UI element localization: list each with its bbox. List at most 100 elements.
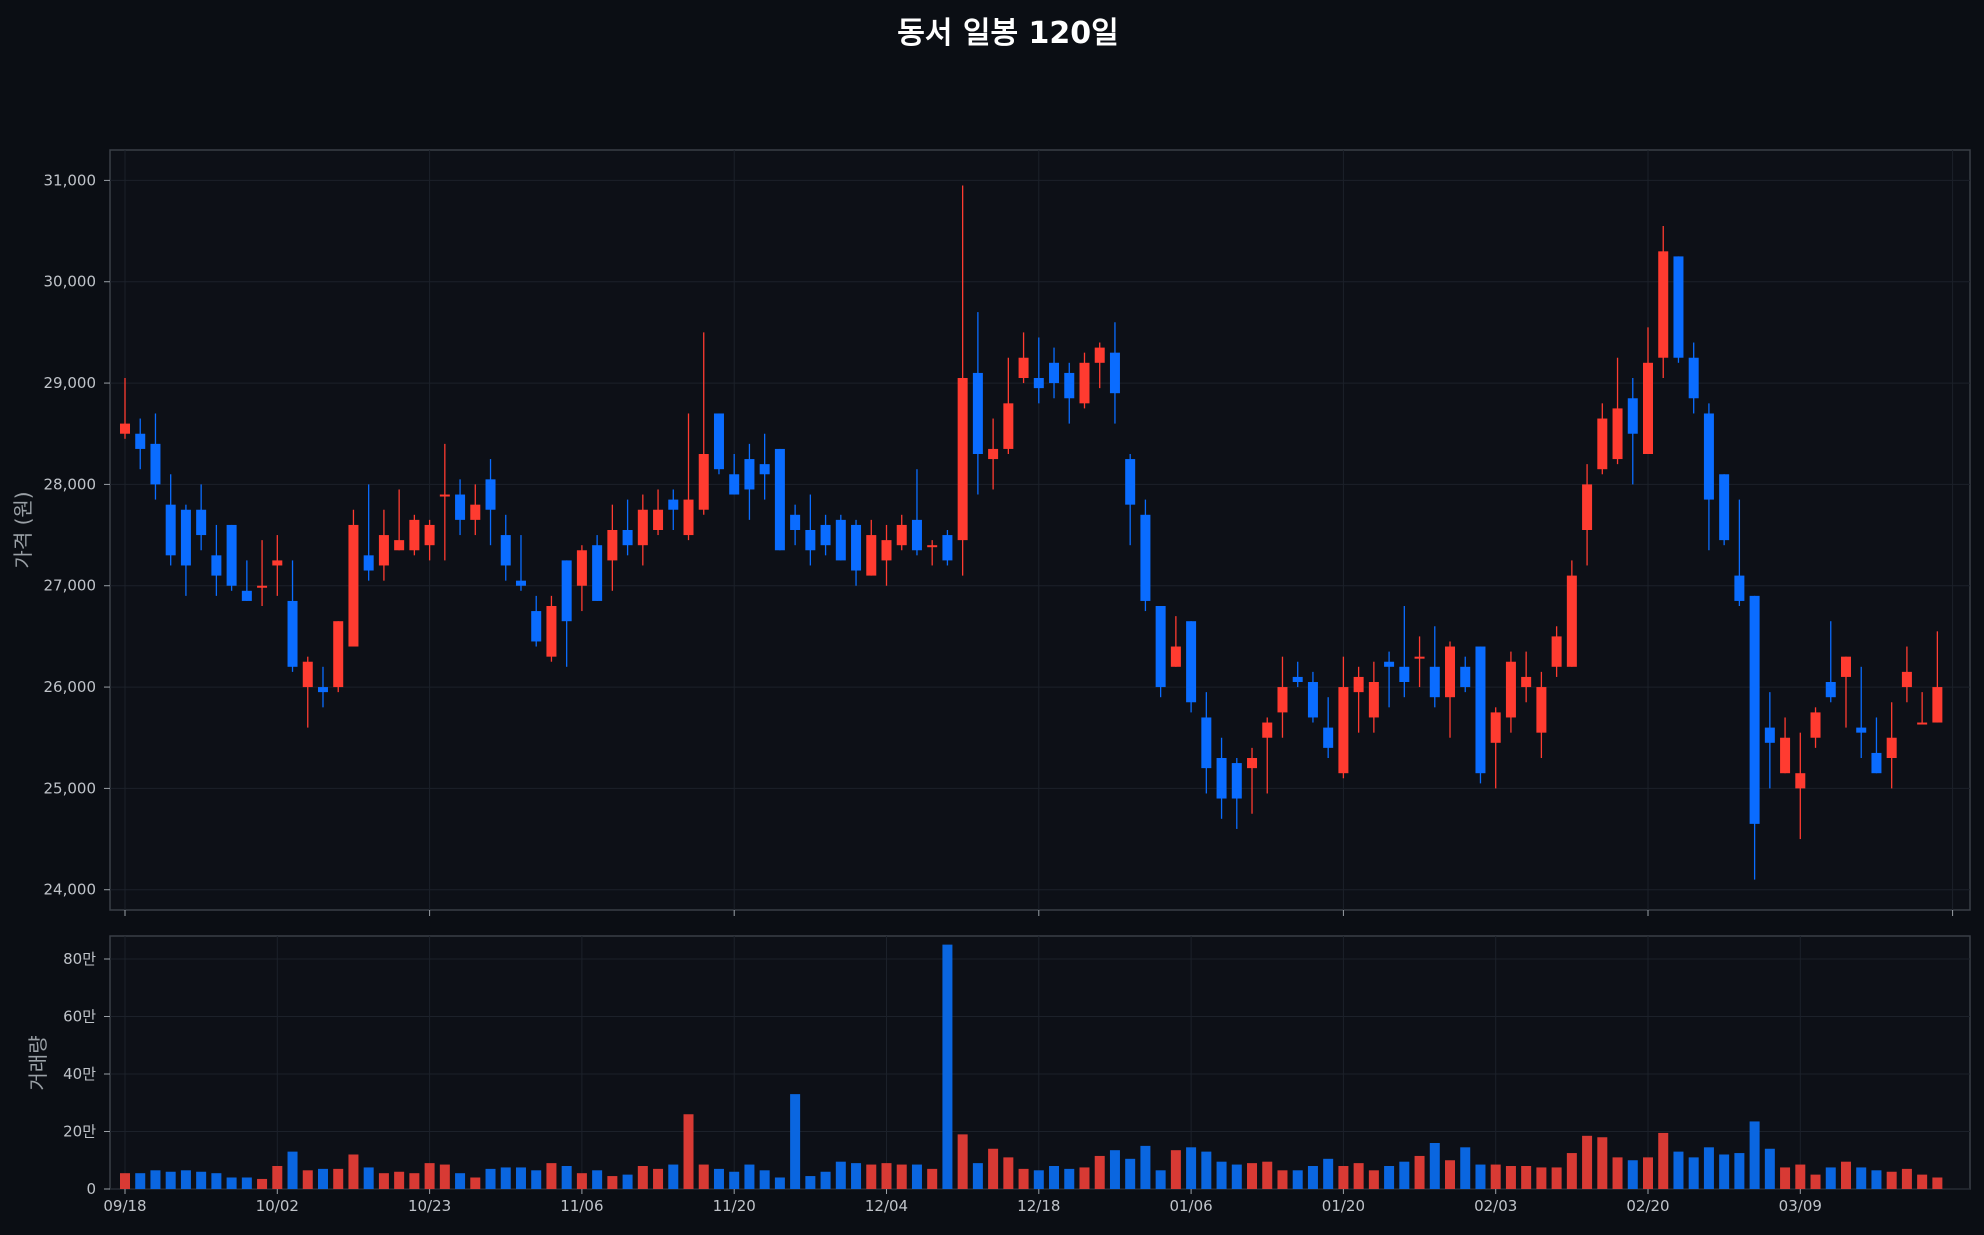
volume-bar: [866, 1164, 877, 1189]
volume-bar: [1505, 1166, 1516, 1189]
volume-bar: [1323, 1158, 1334, 1189]
candle-body: [668, 499, 679, 510]
candle-body: [1612, 408, 1623, 460]
candle-body: [120, 423, 130, 434]
volume-bar: [1079, 1167, 1090, 1189]
candle-body: [165, 504, 176, 556]
candle-body: [729, 474, 740, 495]
candle-body: [515, 580, 526, 586]
candle-body: [1231, 763, 1242, 799]
candle-body: [1307, 682, 1318, 718]
candle-body: [1399, 666, 1410, 682]
candle-body: [1780, 737, 1791, 774]
volume-bar: [1140, 1145, 1151, 1189]
volume-bar: [1917, 1174, 1928, 1189]
volume-bar: [485, 1168, 496, 1189]
volume-bar: [988, 1148, 999, 1189]
volume-bar: [820, 1171, 831, 1189]
volume-bar: [363, 1167, 374, 1189]
volume-bar: [211, 1173, 222, 1189]
candle-body: [1521, 676, 1532, 688]
volume-bar: [1764, 1148, 1775, 1189]
candle-body: [394, 540, 405, 551]
candle-body: [1901, 671, 1912, 688]
candle-body: [1658, 251, 1669, 358]
volume-bar: [1643, 1157, 1653, 1189]
x-tick-label: 09/18: [103, 1197, 146, 1215]
candle-body: [1003, 403, 1014, 449]
volume-bar: [881, 1163, 892, 1189]
candle-body: [363, 555, 374, 571]
x-tick-label: 10/02: [256, 1197, 299, 1215]
candle-body: [378, 535, 389, 566]
candle-body: [226, 524, 237, 586]
candle-body: [713, 413, 724, 470]
candle-body: [1460, 666, 1471, 688]
candle-body: [1673, 256, 1684, 358]
volume-y-tick-label: 60만: [63, 1008, 96, 1026]
x-tick-label: 11/06: [560, 1197, 603, 1215]
volume-bar: [180, 1170, 191, 1189]
candle-body: [561, 560, 572, 622]
volume-bar: [1719, 1154, 1730, 1189]
volume-bar: [1582, 1135, 1593, 1189]
volume-bar: [1262, 1161, 1273, 1189]
volume-bar: [1703, 1147, 1714, 1189]
volume-bar: [1003, 1157, 1014, 1189]
candle-body: [957, 378, 968, 541]
axis-ticks: 24,000 25,000 26,000 27,000 28,000 29,000 30,0…: [44, 171, 1954, 1215]
candle-body: [607, 530, 618, 561]
candle-body: [896, 524, 907, 546]
x-tick-label: 10/23: [408, 1197, 451, 1215]
volume-bar: [272, 1166, 283, 1189]
candle-body: [1749, 595, 1760, 824]
candle-body: [1064, 372, 1075, 399]
volume-bar: [759, 1170, 770, 1189]
candle-body: [1703, 413, 1714, 500]
candle-body: [1292, 676, 1303, 682]
volume-bar: [1247, 1163, 1258, 1189]
volume-bar: [911, 1164, 922, 1189]
volume-bar: [790, 1094, 801, 1189]
candle-body: [790, 514, 801, 530]
candle-body: [1323, 727, 1334, 748]
candle-body: [1353, 676, 1364, 693]
candle-body: [1764, 727, 1775, 743]
volume-bar: [531, 1170, 542, 1189]
volume-bar: [1460, 1147, 1471, 1189]
volume-bar: [1353, 1163, 1364, 1189]
candle-body: [744, 459, 755, 490]
candle-body: [1886, 737, 1897, 758]
candle-body: [820, 524, 831, 546]
x-tick-label: 03/09: [1779, 1197, 1822, 1215]
volume-bar: [1795, 1164, 1806, 1189]
volume-bar: [622, 1174, 633, 1189]
candle-body: [835, 519, 846, 561]
price-y-tick-label: 26,000: [44, 678, 97, 696]
volume-bar: [1155, 1170, 1166, 1189]
volume-bar: [1049, 1166, 1060, 1189]
candle-body: [1109, 352, 1120, 394]
x-tick-label: 02/20: [1626, 1197, 1669, 1215]
volume-bar: [1125, 1158, 1136, 1189]
candle-body: [1155, 606, 1166, 688]
candle-body: [1582, 484, 1593, 530]
candle-body: [1856, 727, 1867, 733]
volume-bar: [196, 1171, 207, 1189]
volume-bar: [576, 1173, 587, 1189]
candle-body: [241, 590, 252, 601]
candle-body: [470, 504, 481, 520]
candle-body: [1094, 347, 1105, 363]
volume-bar: [698, 1164, 709, 1189]
candle-body: [333, 621, 344, 688]
volume-bar: [455, 1173, 466, 1189]
candle-body: [546, 606, 557, 657]
candle-body: [1871, 752, 1882, 774]
volume-bar: [805, 1176, 816, 1189]
price-y-tick-label: 31,000: [44, 171, 97, 189]
volume-bar: [1094, 1155, 1105, 1189]
volume-bar: [1627, 1160, 1638, 1189]
volume-bar: [744, 1164, 755, 1189]
candle-body: [287, 600, 298, 667]
volume-bar: [120, 1173, 130, 1189]
